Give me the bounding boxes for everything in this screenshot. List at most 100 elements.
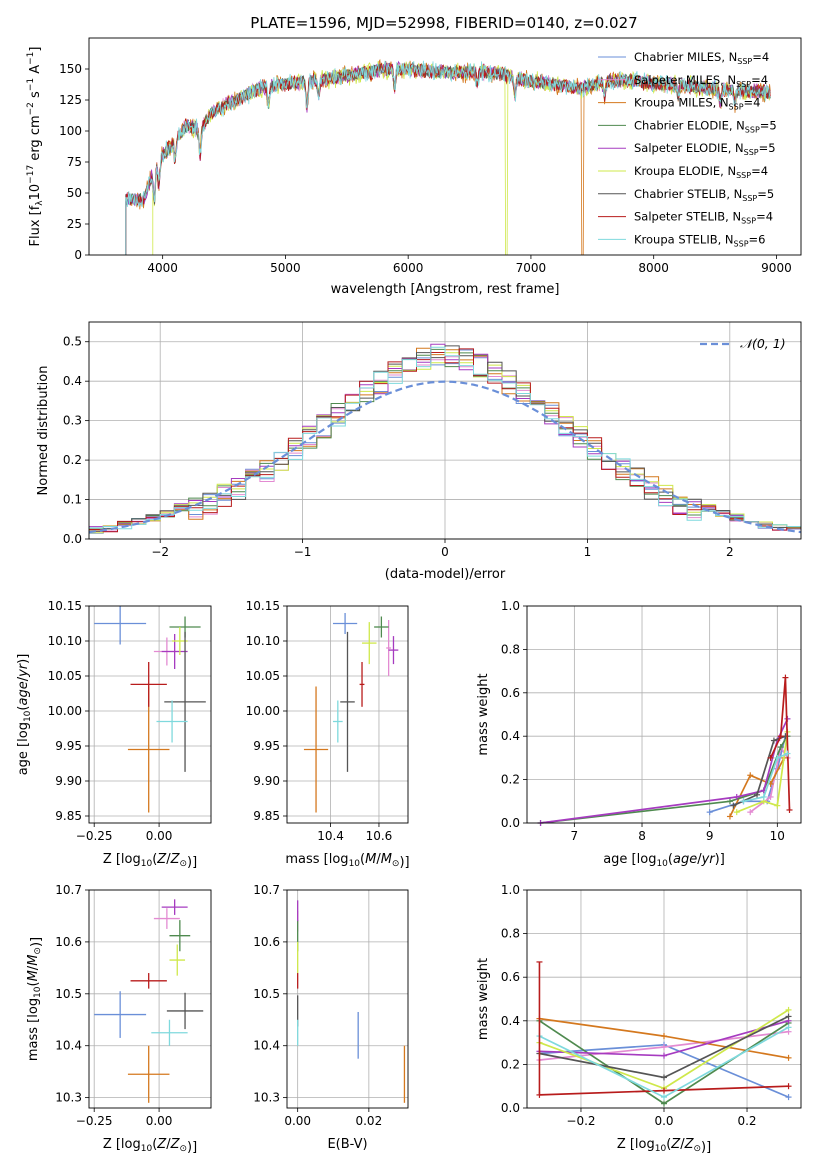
x-tick-label: 10.4 bbox=[317, 829, 344, 843]
y-tick-label: 9.90 bbox=[55, 774, 82, 788]
y-axis-label: Flux [fλ10−17 erg cm−2 s−1 A−1] bbox=[26, 47, 45, 247]
y-tick-label: 10.05 bbox=[48, 669, 82, 683]
y-tick-label: 0.0 bbox=[501, 816, 520, 830]
y-tick-label: 10.15 bbox=[246, 599, 280, 613]
legend-entry: Chabrier ELODIE, NSSP=5 bbox=[634, 118, 777, 134]
axes-frame bbox=[88, 605, 212, 824]
y-tick-label: 10.7 bbox=[55, 883, 82, 897]
y-tick-label: 10.10 bbox=[48, 634, 82, 648]
x-tick-label: −0.25 bbox=[76, 829, 113, 843]
x-tick-label: 9000 bbox=[761, 261, 792, 275]
x-axis-label: (data-model)/error bbox=[385, 567, 506, 582]
y-tick-label: 10.3 bbox=[55, 1091, 82, 1105]
y-tick-label: 10.15 bbox=[48, 599, 82, 613]
y-tick-label: 1.0 bbox=[501, 599, 520, 613]
axes-frame bbox=[88, 321, 802, 540]
y-axis-label: mass weight bbox=[476, 673, 491, 755]
axes-frame bbox=[88, 37, 802, 256]
x-tick-label: 8000 bbox=[638, 261, 669, 275]
y-tick-label: 0.8 bbox=[501, 927, 520, 941]
x-tick-label: 0.02 bbox=[355, 1114, 382, 1128]
legend-entry: Salpeter STELIB, NSSP=4 bbox=[634, 210, 773, 226]
y-tick-label: 10.7 bbox=[253, 883, 280, 897]
y-tick-label: 10.6 bbox=[55, 935, 82, 949]
y-tick-label: 150 bbox=[59, 62, 82, 76]
y-tick-label: 10.00 bbox=[246, 704, 280, 718]
weight-line bbox=[736, 731, 789, 813]
y-tick-label: 25 bbox=[67, 217, 82, 231]
x-tick-label: −0.2 bbox=[566, 1114, 595, 1128]
y-tick-label: 0.2 bbox=[501, 1057, 520, 1071]
x-tick-label: 10 bbox=[770, 829, 785, 843]
y-tick-label: 0.8 bbox=[501, 642, 520, 656]
y-tick-label: 10.6 bbox=[253, 935, 280, 949]
x-tick-label: −0.25 bbox=[76, 1114, 113, 1128]
y-tick-label: 0.6 bbox=[501, 686, 520, 700]
y-tick-label: 0.2 bbox=[63, 453, 82, 467]
x-tick-label: 5000 bbox=[270, 261, 301, 275]
x-tick-label: 7 bbox=[571, 829, 579, 843]
y-tick-label: 10.5 bbox=[253, 987, 280, 1001]
panel-weight-vs-age: 7 8 9 10 0.0 0.2 0.4 0.6 0.8 1.0 age [log10(age/yr… bbox=[476, 599, 802, 869]
y-tick-label: 0.2 bbox=[501, 773, 520, 787]
y-tick-label: 9.85 bbox=[253, 809, 280, 823]
y-tick-label: 0.4 bbox=[63, 374, 82, 388]
y-tick-label: 0.0 bbox=[501, 1101, 520, 1115]
y-axis-label: Normed distribution bbox=[36, 366, 51, 496]
x-tick-label: −2 bbox=[151, 545, 169, 559]
spectrum-line bbox=[125, 61, 771, 255]
axes-frame bbox=[526, 889, 802, 1109]
y-tick-label: 0 bbox=[74, 248, 82, 262]
y-tick-label: 0.0 bbox=[63, 532, 82, 546]
legend-entry: Chabrier MILES, NSSP=4 bbox=[634, 50, 769, 66]
figure-title: PLATE=1596, MJD=52998, FIBERID=0140, z=0… bbox=[250, 14, 637, 32]
panel-mass-vs-Z: −0.25 0.00 10.3 10.4 10.5 10.6 10.7 Z [log10(Z/… bbox=[26, 883, 212, 1155]
y-tick-label: 9.95 bbox=[55, 739, 82, 753]
x-tick-label: 2 bbox=[726, 545, 734, 559]
axes-frame bbox=[88, 889, 212, 1109]
x-tick-label: 8 bbox=[638, 829, 646, 843]
y-tick-label: 10.10 bbox=[246, 634, 280, 648]
y-tick-label: 0.4 bbox=[501, 729, 520, 743]
y-tick-label: 0.4 bbox=[501, 1014, 520, 1028]
y-tick-label: 50 bbox=[67, 186, 82, 200]
x-tick-label: 0.00 bbox=[146, 1114, 173, 1128]
y-tick-label: 0.5 bbox=[63, 335, 82, 349]
panel-age-vs-mass: 10.4 10.6 9.85 9.90 9.95 10.00 10.05 10.10 10.15… bbox=[246, 599, 410, 870]
y-axis-label: mass weight bbox=[476, 958, 491, 1040]
legend-entry: Salpeter ELODIE, NSSP=5 bbox=[634, 141, 776, 157]
spectrum-line bbox=[125, 60, 771, 255]
x-tick-label: −1 bbox=[294, 545, 312, 559]
x-axis-label: E(B-V) bbox=[327, 1137, 367, 1152]
x-axis-label: Z [log10(Z/Z⊙)] bbox=[103, 1137, 197, 1155]
weight-line bbox=[743, 752, 788, 803]
x-tick-label: 0 bbox=[441, 545, 449, 559]
y-tick-label: 9.90 bbox=[253, 774, 280, 788]
y-tick-label: 10.5 bbox=[55, 987, 82, 1001]
panel-weight-vs-Z: −0.2 0.0 0.2 0.0 0.2 0.4 0.6 0.8 1.0 Z [log10(Z/Z… bbox=[476, 883, 802, 1155]
y-tick-label: 125 bbox=[59, 93, 82, 107]
panel-age-vs-Z: −0.25 0.00 9.85 9.90 9.95 10.00 10.05 10.10 10.1… bbox=[16, 599, 212, 870]
y-tick-label: 10.3 bbox=[253, 1091, 280, 1105]
legend-entry: Kroupa MILES, NSSP=4 bbox=[634, 96, 760, 112]
y-tick-label: 10.00 bbox=[48, 704, 82, 718]
panel-spectrum: 4000 5000 6000 7000 8000 9000 0 25 50 75 100 125 150… bbox=[26, 37, 802, 297]
y-tick-label: 0.3 bbox=[63, 414, 82, 428]
axes-frame bbox=[286, 889, 409, 1109]
legend-entry: 𝒩(0, 1) bbox=[740, 336, 786, 351]
x-tick-label: 0.00 bbox=[146, 829, 173, 843]
legend-entry: Kroupa ELODIE, NSSP=4 bbox=[634, 164, 768, 180]
weight-line bbox=[769, 677, 791, 811]
normal-curve bbox=[89, 380, 801, 534]
x-axis-label: age [log10(age/yr)] bbox=[603, 852, 725, 869]
y-tick-label: 9.85 bbox=[55, 809, 82, 823]
x-tick-label: 1 bbox=[584, 545, 592, 559]
x-tick-label: 4000 bbox=[147, 261, 178, 275]
x-tick-label: 7000 bbox=[516, 261, 547, 275]
legend-entry: Kroupa STELIB, NSSP=6 bbox=[634, 232, 765, 248]
x-tick-label: 9 bbox=[706, 829, 714, 843]
x-tick-label: 0.0 bbox=[654, 1114, 673, 1128]
legend-entry: Chabrier STELIB, NSSP=5 bbox=[634, 187, 774, 203]
y-tick-label: 100 bbox=[59, 124, 82, 138]
